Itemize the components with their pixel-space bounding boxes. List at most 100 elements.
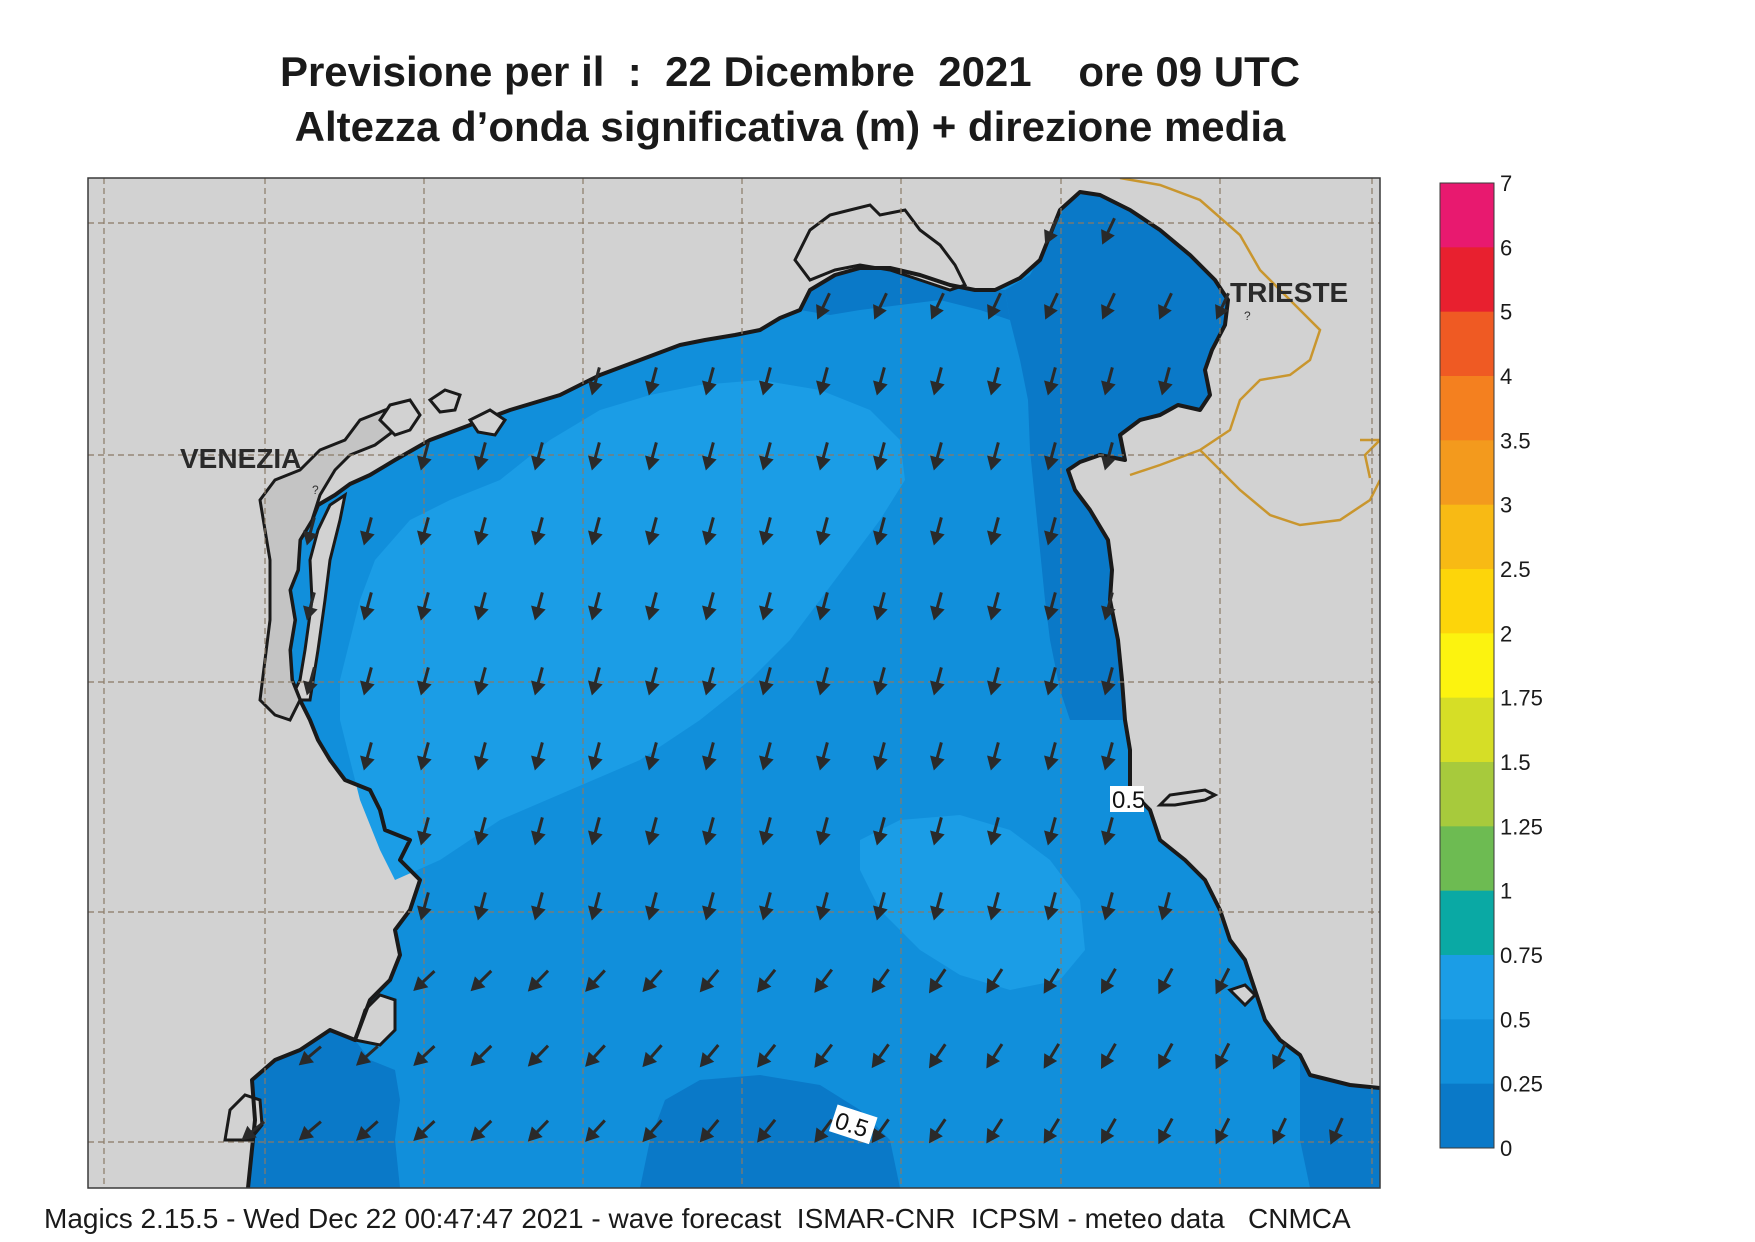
legend-label: 3.5	[1500, 428, 1531, 453]
wave-arrow	[987, 442, 1002, 471]
wave-arrow	[930, 367, 945, 396]
wave-arrow	[987, 517, 1002, 546]
legend-label: 5	[1500, 300, 1512, 325]
wave-arrow	[474, 517, 489, 546]
wave-arrow	[531, 892, 546, 921]
legend-swatch	[1440, 440, 1494, 506]
wave-arrow	[1044, 592, 1059, 621]
map-frame	[87, 177, 1381, 1189]
wave-arrow	[814, 1118, 834, 1143]
legend-label: 3	[1500, 493, 1512, 518]
wave-arrow	[816, 742, 831, 771]
wave-arrow	[759, 442, 774, 471]
wave-arrow	[759, 817, 774, 846]
wave-arrow	[413, 1045, 436, 1067]
wave-arrow	[699, 1119, 720, 1143]
wave-arrow	[986, 1043, 1004, 1069]
wave-arrow	[298, 1045, 322, 1066]
wave-arrow	[816, 517, 831, 546]
wave-arrow	[1158, 967, 1174, 995]
wave-arrow	[588, 817, 603, 846]
wave-arrow	[871, 1118, 890, 1144]
legend-label: 0	[1500, 1136, 1512, 1161]
legend-swatch	[1440, 247, 1494, 313]
wave-arrow	[987, 817, 1002, 846]
wave-arrow	[588, 517, 603, 546]
wave-arrow	[702, 817, 717, 846]
legend-swatch	[1440, 504, 1494, 570]
wave-arrow	[1043, 1043, 1061, 1069]
legend-swatch	[1440, 183, 1494, 248]
wave-arrow	[1272, 1117, 1287, 1145]
wave-arrow	[1158, 292, 1173, 320]
wave-arrow	[986, 1118, 1004, 1144]
wave-arrow	[531, 592, 546, 621]
legend-swatch	[1440, 311, 1494, 377]
wave-arrow	[527, 969, 550, 992]
wave-arrow	[531, 667, 546, 696]
wave-arrow	[930, 817, 945, 846]
sea-patch-dark-sw	[248, 1030, 400, 1188]
wave-arrow	[702, 367, 717, 396]
wave-arrow	[1101, 217, 1116, 245]
city-marker-trieste: ?	[1244, 309, 1251, 323]
legend-label: 1.25	[1500, 814, 1543, 839]
wave-arrow	[873, 667, 888, 696]
footer-credits: Magics 2.15.5 - Wed Dec 22 00:47:47 2021…	[44, 1203, 1351, 1234]
wave-arrow	[757, 968, 777, 993]
wave-arrow	[873, 367, 888, 396]
wave-arrow	[930, 292, 945, 320]
wave-arrow	[1215, 292, 1230, 320]
wave-arrow	[241, 1120, 266, 1141]
wave-arrow	[1101, 892, 1116, 921]
legend-swatch	[1440, 826, 1494, 892]
wave-arrow	[987, 742, 1002, 771]
wave-arrow	[873, 892, 888, 921]
wave-arrow	[702, 892, 717, 921]
wave-arrow	[873, 592, 888, 621]
wave-arrow	[417, 592, 432, 621]
wave-arrow	[360, 592, 375, 621]
wave-arrow	[702, 517, 717, 546]
wave-arrow	[1158, 1042, 1174, 1070]
wave-arrow	[355, 1120, 379, 1141]
wave-arrow	[1101, 292, 1116, 320]
legend-swatch	[1440, 633, 1494, 699]
wave-arrow	[1044, 517, 1059, 546]
wave-arrow	[642, 1044, 663, 1068]
wave-arrow	[531, 742, 546, 771]
wave-arrow	[871, 1043, 890, 1069]
wave-arrow	[1158, 367, 1173, 396]
wave-arrow	[1044, 292, 1059, 320]
wave-arrow	[1101, 967, 1117, 994]
wave-arrow	[645, 892, 660, 921]
sea-band-dark-n	[800, 268, 1010, 320]
contour-label-1: 0.5	[1110, 786, 1145, 814]
wave-arrow	[702, 667, 717, 696]
wave-arrow	[588, 892, 603, 921]
legend-label: 6	[1500, 235, 1512, 260]
wave-arrow	[1101, 367, 1116, 396]
sea-patch-light-se	[860, 815, 1085, 990]
wave-arrow	[645, 367, 660, 396]
wave-arrow	[871, 968, 890, 994]
wave-arrow	[645, 517, 660, 546]
wave-arrow	[873, 517, 888, 546]
city-marker-venezia: ?	[312, 483, 319, 497]
wave-arrow	[642, 1119, 663, 1143]
wave-arrow	[987, 292, 1002, 320]
legend-label: 1.75	[1500, 686, 1543, 711]
wave-arrow	[360, 742, 375, 771]
wave-arrow	[928, 1043, 947, 1069]
legend-swatch	[1440, 697, 1494, 763]
wave-arrow	[527, 1119, 550, 1142]
venice-islands	[378, 388, 508, 437]
wave-arrow	[645, 742, 660, 771]
legend-swatch	[1440, 890, 1494, 956]
wave-arrow	[1043, 968, 1061, 994]
wave-arrow	[1044, 367, 1059, 396]
wave-arrow	[759, 892, 774, 921]
wave-arrow	[474, 892, 489, 921]
wave-arrow	[1044, 892, 1059, 921]
